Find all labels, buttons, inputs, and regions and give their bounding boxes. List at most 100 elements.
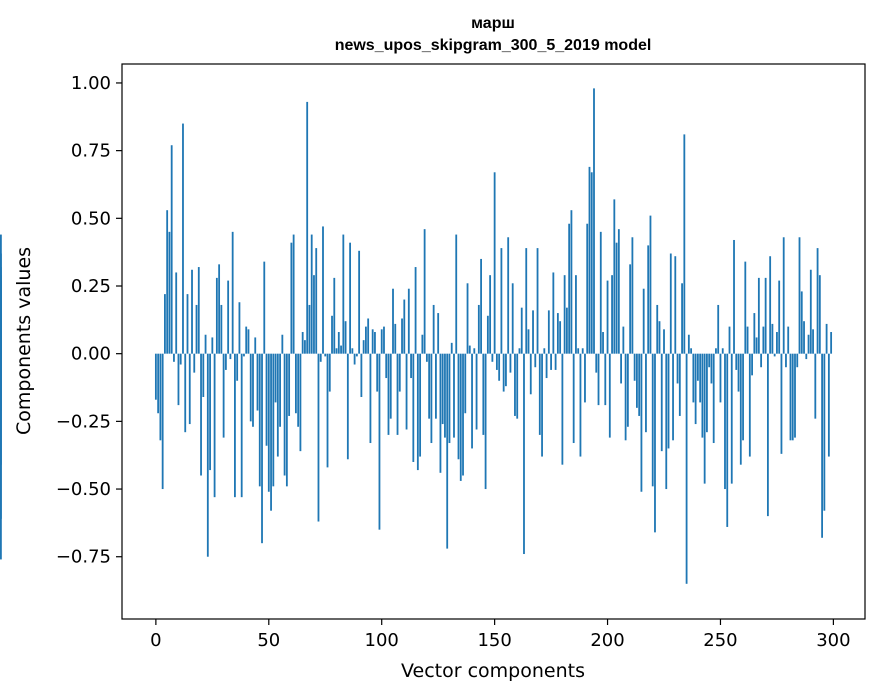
bar	[563, 275, 566, 354]
bar	[516, 353, 519, 419]
bar	[403, 299, 406, 354]
bar	[586, 223, 589, 354]
bar	[676, 353, 679, 384]
bar	[335, 348, 338, 354]
bar	[405, 353, 408, 430]
bar	[398, 353, 401, 392]
bar	[252, 353, 254, 427]
bar	[441, 353, 444, 425]
bar	[687, 334, 690, 354]
bar	[193, 353, 196, 373]
bar	[724, 353, 726, 490]
bar	[387, 353, 390, 435]
bar	[751, 353, 753, 376]
bar	[529, 353, 532, 395]
bar	[229, 353, 232, 360]
bar	[168, 231, 171, 354]
bar	[234, 353, 236, 498]
bar	[547, 310, 550, 354]
bar	[597, 353, 600, 406]
bar	[202, 353, 205, 397]
bar	[593, 88, 595, 354]
bar	[505, 353, 507, 387]
bar	[803, 321, 805, 354]
bar	[507, 237, 510, 354]
bar	[333, 277, 336, 354]
bar	[186, 294, 189, 354]
bar	[317, 353, 320, 522]
bar	[771, 323, 774, 354]
bar	[746, 326, 749, 354]
bar	[353, 353, 356, 365]
bar	[579, 353, 582, 457]
bar	[215, 277, 218, 354]
bar	[450, 342, 453, 354]
x-axis: 0 50 100 150 200 250 300	[150, 619, 851, 651]
bar	[448, 353, 451, 444]
bar	[315, 248, 318, 354]
bar	[188, 353, 191, 425]
bar	[825, 323, 828, 354]
bar	[502, 353, 505, 392]
bar	[385, 353, 388, 379]
bar	[371, 329, 374, 354]
bar	[374, 332, 376, 354]
bar	[301, 332, 304, 354]
bar	[568, 223, 571, 354]
bar	[367, 318, 370, 354]
bar	[800, 291, 803, 354]
bar	[464, 353, 467, 414]
bar	[681, 283, 683, 354]
bar	[435, 353, 437, 419]
bar	[791, 353, 794, 441]
bar	[324, 353, 327, 357]
bar	[444, 353, 446, 438]
bar	[733, 239, 735, 354]
bar	[491, 353, 494, 362]
bar	[322, 226, 324, 354]
bar	[760, 353, 763, 368]
bar	[604, 353, 607, 406]
bar	[331, 315, 333, 354]
bar	[818, 275, 821, 354]
y-tick-label: −0.75	[56, 547, 111, 568]
bar	[423, 229, 426, 354]
bar	[0, 353, 2, 465]
bar	[827, 353, 830, 457]
bar	[270, 353, 272, 511]
bar	[556, 313, 559, 354]
bar	[665, 353, 668, 490]
bar	[310, 234, 313, 354]
bar	[369, 353, 372, 444]
bar	[362, 340, 365, 354]
bar	[638, 353, 641, 416]
bar	[805, 353, 808, 360]
bar	[236, 353, 239, 381]
bar	[285, 353, 288, 487]
bar	[191, 269, 193, 354]
bar	[715, 348, 717, 354]
bar	[622, 326, 625, 354]
bar	[753, 313, 756, 354]
bar	[527, 329, 530, 354]
bar	[195, 304, 198, 354]
bar	[495, 353, 498, 370]
bar	[346, 353, 349, 460]
bar	[473, 348, 476, 354]
bar	[514, 353, 516, 416]
bar	[656, 304, 659, 354]
bar	[355, 353, 358, 357]
y-tick-label: 0.75	[71, 141, 111, 162]
bar	[337, 332, 340, 354]
bar	[735, 353, 738, 370]
bar	[179, 353, 182, 365]
bar	[757, 277, 760, 354]
bar	[349, 242, 351, 354]
bar	[647, 245, 650, 354]
bar	[785, 353, 787, 368]
bar	[701, 353, 704, 438]
bar	[484, 353, 487, 490]
x-tick-label: 200	[590, 630, 624, 651]
bar	[414, 267, 417, 354]
x-tick-label: 250	[703, 630, 737, 651]
